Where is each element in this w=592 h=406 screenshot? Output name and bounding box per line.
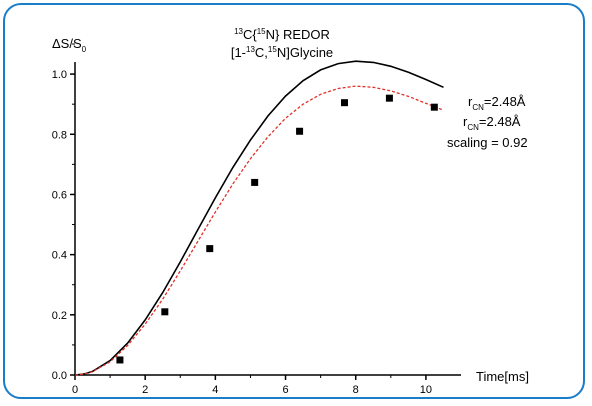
data-point	[251, 178, 259, 186]
curves	[74, 60, 444, 376]
y-tick-label: 0.6	[52, 189, 67, 201]
x-tick-label: 10	[420, 384, 432, 396]
chart-title-line-2: [1-13C,15N]Glycine	[231, 45, 333, 60]
y-tick-label: 0.2	[52, 310, 67, 322]
chart-title-line-1: 13C{15N} REDOR	[234, 27, 330, 42]
annotation-rcn-solid: rCN=2.48Å	[468, 94, 526, 112]
x-tick-label: 8	[353, 384, 359, 396]
y-tick-label: 1.0	[52, 69, 67, 81]
data-point	[296, 127, 304, 135]
x-axis-label: Time[ms]	[476, 369, 529, 384]
y-axis-label: ΔS/S0	[52, 36, 87, 54]
simulation-curve	[74, 60, 444, 376]
y-tick-label: 0.0	[52, 370, 67, 382]
annotation-rcn-dashed: rCN=2.48Å	[463, 114, 521, 132]
x-tick-label: 0	[72, 384, 78, 396]
y-tick-label: 0.4	[52, 250, 67, 262]
data-point	[385, 94, 393, 102]
chart-frame	[3, 3, 585, 399]
scaled-simulation-curve	[74, 85, 444, 376]
data-points	[116, 94, 438, 364]
axes	[74, 62, 461, 376]
x-tick-label: 2	[142, 384, 148, 396]
data-point	[340, 99, 348, 107]
data-point	[430, 103, 438, 111]
x-tick-label: 4	[212, 384, 218, 396]
annotation-scaling: scaling = 0.92	[447, 135, 528, 150]
data-point	[161, 308, 169, 316]
ticks: 0.0 0.2 0.4 0.6 0.8 1.0 0 2 4 6 8 10	[52, 43, 432, 396]
data-point	[206, 245, 214, 253]
x-tick-label: 6	[282, 384, 288, 396]
y-tick-label: 0.8	[52, 129, 67, 141]
data-point	[116, 356, 124, 364]
